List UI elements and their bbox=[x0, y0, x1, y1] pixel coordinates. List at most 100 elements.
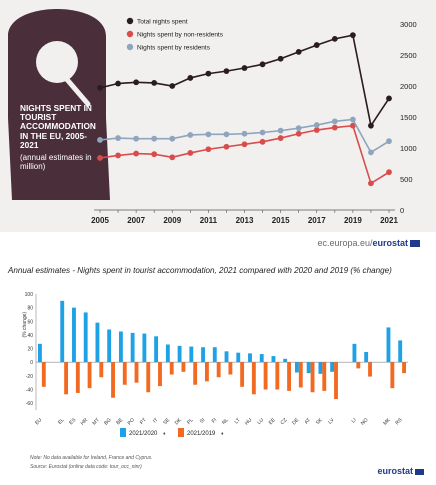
data-point bbox=[295, 49, 302, 55]
x-tick-label: 2007 bbox=[127, 216, 145, 225]
data-point bbox=[97, 155, 103, 161]
data-point bbox=[133, 150, 140, 157]
data-point bbox=[349, 32, 356, 39]
category-label: PL bbox=[186, 417, 195, 426]
data-point bbox=[223, 68, 230, 75]
bar bbox=[99, 362, 104, 378]
source-link[interactable]: ec.europa.eu/eurostat bbox=[317, 238, 420, 248]
bar bbox=[398, 340, 403, 363]
bar bbox=[318, 362, 323, 374]
bar bbox=[72, 307, 76, 363]
bar bbox=[154, 336, 159, 363]
bar bbox=[386, 327, 391, 363]
data-point bbox=[205, 131, 212, 138]
bar bbox=[368, 362, 372, 377]
x-tick-label: 2019 bbox=[344, 216, 362, 225]
data-point bbox=[349, 116, 356, 123]
bar bbox=[193, 362, 198, 385]
bar bbox=[287, 362, 292, 391]
data-point bbox=[368, 149, 374, 156]
data-point bbox=[368, 180, 374, 187]
bar bbox=[310, 362, 315, 393]
legend-marker bbox=[126, 30, 134, 38]
data-point bbox=[259, 129, 266, 136]
x-tick-label: 2013 bbox=[236, 216, 254, 225]
legend-marker bbox=[126, 43, 134, 51]
data-point bbox=[169, 154, 176, 161]
bar bbox=[283, 358, 288, 363]
data-point bbox=[133, 135, 140, 142]
top-chart-panel: 2005 2007 2009 2011 2013 2015 2017 2019 2021 0 500… bbox=[0, 0, 436, 232]
category-label: SK bbox=[315, 417, 324, 426]
data-point bbox=[368, 122, 374, 129]
data-point bbox=[259, 138, 266, 145]
legend-swatch bbox=[120, 428, 126, 437]
y-tick-label: 100 bbox=[25, 292, 34, 298]
bar bbox=[204, 362, 209, 382]
data-point bbox=[313, 127, 320, 133]
data-point bbox=[133, 79, 140, 86]
legend-label: 2021/2020 bbox=[129, 431, 158, 437]
category-label: LU bbox=[256, 417, 265, 426]
category-label: HU bbox=[244, 417, 254, 427]
data-point bbox=[151, 135, 158, 142]
bar bbox=[271, 356, 276, 363]
data-point bbox=[295, 125, 302, 132]
bar bbox=[37, 343, 42, 363]
bar bbox=[306, 362, 311, 374]
category-label: DE bbox=[291, 417, 301, 427]
data-point bbox=[151, 80, 158, 86]
bar bbox=[64, 362, 69, 395]
category-label: SI bbox=[199, 417, 207, 425]
bar bbox=[130, 332, 135, 363]
source-link-bold: eurostat bbox=[372, 238, 408, 248]
hanger-subtitle: (annual estimates in million) bbox=[20, 153, 92, 171]
legend-dropdown-icon[interactable]: ♦ bbox=[163, 431, 166, 437]
bar bbox=[83, 312, 88, 363]
eu-flag-icon bbox=[415, 468, 424, 475]
bar bbox=[75, 362, 80, 393]
legend-dropdown-icon[interactable]: ♦ bbox=[221, 431, 224, 437]
y-tick-label: 500 bbox=[400, 175, 413, 184]
category-label: LT bbox=[233, 417, 241, 425]
bar bbox=[322, 362, 327, 391]
data-point bbox=[386, 95, 392, 102]
category-label: PT bbox=[139, 417, 148, 426]
data-point bbox=[386, 169, 392, 176]
bar bbox=[330, 362, 335, 372]
x-tick-label: 2009 bbox=[163, 216, 181, 225]
data-point bbox=[241, 141, 248, 148]
bar bbox=[189, 346, 194, 363]
y-tick-label: 1000 bbox=[400, 144, 417, 153]
bar bbox=[41, 362, 46, 387]
y-tick-label: 2500 bbox=[400, 51, 417, 60]
bar bbox=[111, 362, 115, 398]
source-text: Source: Eurostat (online data code: tour… bbox=[30, 464, 142, 470]
bar bbox=[169, 362, 174, 375]
bar bbox=[158, 362, 162, 387]
data-point bbox=[331, 35, 338, 42]
legend-label: Nights spent by residents bbox=[137, 45, 211, 52]
category-label: NL bbox=[221, 417, 230, 426]
bar bbox=[334, 362, 338, 400]
data-point bbox=[169, 83, 176, 89]
category-label: MK bbox=[382, 417, 392, 427]
data-point bbox=[277, 55, 284, 62]
category-label: BE bbox=[115, 417, 124, 426]
y-tick-label: 40 bbox=[27, 333, 33, 339]
bar bbox=[352, 343, 357, 363]
legend-label: Nights spent by non-residents bbox=[137, 32, 224, 39]
bar bbox=[390, 362, 395, 389]
data-point bbox=[241, 130, 248, 137]
data-point bbox=[115, 135, 121, 141]
bar bbox=[294, 362, 299, 373]
legend-label: 2021/2019 bbox=[187, 431, 216, 437]
bar bbox=[60, 300, 65, 363]
data-point bbox=[386, 138, 392, 145]
y-tick-label: 3000 bbox=[400, 20, 417, 29]
bar bbox=[118, 331, 123, 363]
bar bbox=[95, 322, 100, 363]
